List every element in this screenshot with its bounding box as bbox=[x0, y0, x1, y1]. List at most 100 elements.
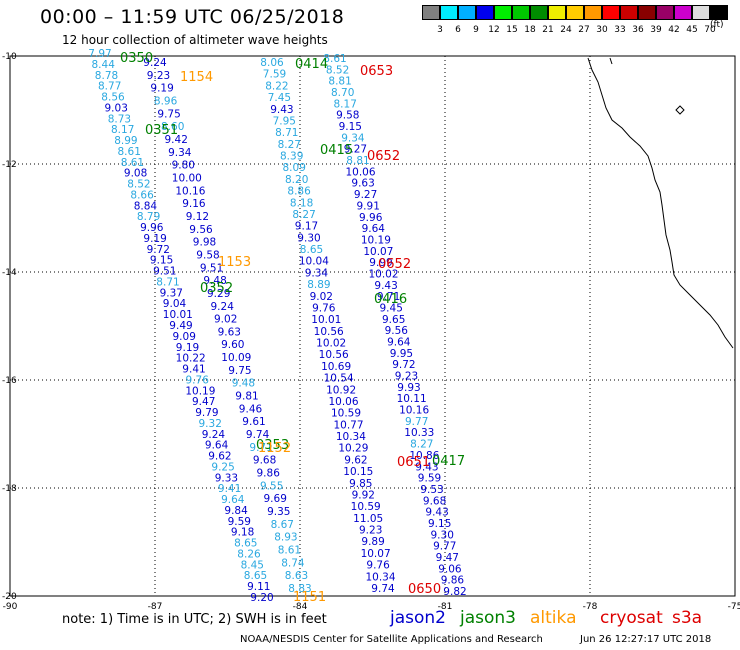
map-grid bbox=[10, 56, 735, 596]
swh-value: 9.16 bbox=[182, 198, 206, 210]
swh-value: 9.69 bbox=[264, 493, 287, 505]
scale-swatch bbox=[548, 5, 566, 20]
swh-value: 9.23 bbox=[359, 525, 382, 537]
scale-swatch bbox=[620, 5, 638, 20]
swh-value: 10.06 bbox=[328, 396, 358, 408]
footer-timestamp: Jun 26 12:27:17 UTC 2018 bbox=[580, 634, 712, 645]
scale-label: 6 bbox=[455, 25, 461, 35]
time-tag: 0353 bbox=[256, 438, 289, 453]
swh-value: 9.59 bbox=[418, 473, 441, 485]
scale-label: 3 bbox=[437, 25, 443, 35]
time-tag: 0651 bbox=[397, 455, 430, 470]
swh-value: 8.81 bbox=[346, 155, 369, 167]
lat-tick-label: -14 bbox=[2, 268, 17, 278]
scale-label: 24 bbox=[560, 25, 572, 35]
swh-value: 10.01 bbox=[311, 314, 341, 326]
coastline bbox=[587, 57, 734, 349]
swh-value: 8.27 bbox=[292, 209, 315, 221]
swh-value: 9.06 bbox=[438, 563, 462, 575]
swh-value: 9.63 bbox=[218, 326, 241, 338]
swh-values: 7.978.448.788.778.569.038.738.178.998.61… bbox=[88, 48, 466, 604]
coast-detail-2 bbox=[609, 57, 613, 65]
swh-value: 9.75 bbox=[157, 108, 180, 120]
swh-value: 10.11 bbox=[397, 393, 427, 405]
swh-value: 9.09 bbox=[173, 331, 196, 343]
swh-value: 7.95 bbox=[273, 115, 296, 127]
swh-value: 10.33 bbox=[404, 427, 434, 439]
swh-value: 10.29 bbox=[338, 443, 368, 455]
swh-value: 8.52 bbox=[326, 64, 349, 76]
swh-value: 9.24 bbox=[143, 57, 167, 69]
swh-value: 9.89 bbox=[361, 536, 384, 548]
swh-value: 8.66 bbox=[130, 189, 154, 201]
swh-value: 8.71 bbox=[156, 277, 179, 289]
swh-value: 9.48 bbox=[232, 378, 255, 390]
lat-tick-label: -16 bbox=[2, 376, 17, 386]
swh-value: 10.56 bbox=[314, 326, 344, 338]
swh-value: 7.97 bbox=[88, 48, 111, 60]
swh-value: 9.71 bbox=[249, 442, 272, 454]
legend-s3a: s3a bbox=[672, 608, 703, 628]
swh-value: 9.80 bbox=[172, 160, 195, 172]
swh-value: 10.16 bbox=[175, 185, 205, 197]
swh-value: 8.84 bbox=[134, 200, 158, 212]
legend-jason2: jason2 bbox=[390, 608, 446, 628]
swh-value: 8.63 bbox=[285, 570, 308, 582]
swh-value: 9.77 bbox=[433, 541, 456, 553]
swh-value: 9.53 bbox=[420, 484, 443, 496]
swh-value: 9.12 bbox=[186, 211, 209, 223]
lon-tick-label: -78 bbox=[583, 602, 598, 612]
time-tag: 0653 bbox=[360, 64, 393, 79]
time-tag: 0650 bbox=[408, 582, 441, 597]
lon-tick-label: -90 bbox=[3, 602, 18, 612]
swh-value: 9.32 bbox=[199, 418, 222, 430]
swh-value: 9.86 bbox=[257, 468, 281, 480]
scale-swatch bbox=[458, 5, 476, 20]
swh-value: 10.69 bbox=[321, 361, 351, 373]
swh-value: 10.59 bbox=[351, 501, 381, 513]
swh-value: 9.64 bbox=[205, 440, 229, 452]
swh-value: 9.76 bbox=[186, 374, 210, 386]
swh-value: 9.63 bbox=[351, 178, 374, 190]
swh-value: 9.41 bbox=[218, 483, 241, 495]
swh-value: 9.34 bbox=[341, 132, 365, 144]
swh-value: 9.86 bbox=[441, 575, 465, 587]
swh-value: 8.93 bbox=[274, 532, 297, 544]
swh-value: 8.27 bbox=[278, 139, 301, 151]
swh-value: 8.56 bbox=[101, 92, 125, 104]
page-subtitle: 12 hour collection of altimeter wave hei… bbox=[62, 33, 328, 47]
swh-value: 9.68 bbox=[253, 455, 276, 467]
swh-value: 8.79 bbox=[137, 211, 160, 223]
scale-swatch bbox=[494, 5, 512, 20]
swh-value: 8.52 bbox=[127, 179, 150, 191]
swh-value: 9.99 bbox=[369, 257, 392, 269]
lon-tick-label: -84 bbox=[293, 602, 308, 612]
time-tag: 0352 bbox=[200, 281, 233, 296]
swh-value: 9.46 bbox=[239, 403, 263, 415]
time-tag: 0414 bbox=[295, 57, 328, 72]
swh-value: 9.58 bbox=[336, 110, 359, 122]
swh-value: 9.91 bbox=[357, 200, 380, 212]
legend-cryosat: cryosat bbox=[600, 608, 663, 628]
swh-value: 9.47 bbox=[192, 396, 215, 408]
swh-value: 8.18 bbox=[290, 197, 313, 209]
swh-value: 10.09 bbox=[221, 352, 251, 364]
swh-value: 9.61 bbox=[242, 416, 265, 428]
swh-value: 9.51 bbox=[200, 262, 223, 274]
swh-value: 8.17 bbox=[334, 98, 357, 110]
swh-value: 9.76 bbox=[312, 303, 336, 315]
swh-value: 8.65 bbox=[300, 244, 323, 256]
swh-value: 9.33 bbox=[215, 472, 238, 484]
swh-value: 9.15 bbox=[150, 255, 173, 267]
swh-value: 8.74 bbox=[281, 557, 305, 569]
lat-tick-label: -10 bbox=[2, 52, 17, 62]
swh-value: 9.34 bbox=[168, 147, 192, 159]
swh-value: 8.27 bbox=[410, 439, 433, 451]
swh-value: 9.72 bbox=[392, 359, 415, 371]
swh-value: 9.23 bbox=[395, 371, 418, 383]
swh-value: 9.29 bbox=[207, 288, 230, 300]
swh-value: 9.68 bbox=[423, 495, 446, 507]
swh-value: 8.44 bbox=[92, 59, 116, 71]
scale-swatch bbox=[602, 5, 620, 20]
